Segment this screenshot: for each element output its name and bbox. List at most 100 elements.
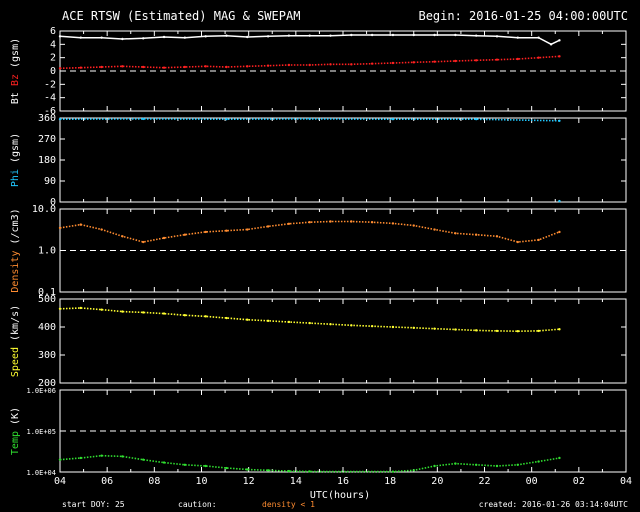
x-tick-label: 04 bbox=[54, 476, 66, 487]
y-axis-label-part: Temp bbox=[10, 431, 21, 455]
data-point-temp bbox=[412, 469, 415, 472]
data-point-phi-low bbox=[558, 199, 561, 203]
data-point-bt bbox=[79, 36, 83, 39]
data-point-bz bbox=[516, 57, 519, 61]
y-tick-label-phi: 90 bbox=[44, 176, 56, 187]
y-axis-label-part: Speed bbox=[10, 347, 21, 377]
caution-label: caution: bbox=[178, 500, 217, 509]
data-point-temp bbox=[516, 463, 519, 466]
data-point-density bbox=[266, 225, 270, 228]
data-point-bt bbox=[142, 37, 145, 40]
y-axis-label-part: Phi bbox=[10, 169, 21, 187]
x-tick-label: 08 bbox=[148, 476, 160, 487]
y-axis-label-part: Bt bbox=[10, 92, 21, 104]
data-point-density bbox=[350, 220, 353, 223]
data-point-bt bbox=[266, 35, 270, 38]
data-point-speed bbox=[58, 307, 62, 310]
x-tick-label: 10 bbox=[195, 476, 207, 487]
y-axis-label-density: Density (/cm3) bbox=[10, 208, 21, 292]
data-point-bz bbox=[183, 65, 187, 69]
data-point-speed bbox=[329, 323, 332, 326]
y-axis-label-mag: Bt Bz (gsm) bbox=[10, 38, 21, 104]
data-point-bz bbox=[79, 66, 83, 69]
data-point-speed bbox=[558, 328, 561, 331]
y-axis-label-part: (K) bbox=[10, 407, 21, 431]
data-point-phi bbox=[391, 117, 395, 121]
data-point-bt bbox=[287, 34, 291, 37]
data-marks bbox=[58, 33, 561, 473]
x-tick-label: 12 bbox=[243, 476, 255, 487]
data-point-bz bbox=[474, 59, 478, 62]
data-point-temp bbox=[308, 470, 311, 473]
y-axis-label-part: (km/s) bbox=[10, 305, 21, 347]
data-point-speed bbox=[537, 329, 540, 333]
data-point-density bbox=[183, 233, 187, 236]
data-point-density bbox=[58, 226, 62, 230]
x-axis-title: UTC(hours) bbox=[310, 490, 370, 501]
data-point-bt bbox=[100, 36, 103, 39]
data-point-density bbox=[433, 228, 436, 231]
data-point-bz bbox=[162, 66, 166, 69]
data-point-speed bbox=[100, 308, 103, 311]
y-axis-label-part: (gsm) bbox=[10, 133, 21, 169]
data-point-bz bbox=[454, 59, 457, 63]
data-point-temp bbox=[266, 469, 270, 472]
data-point-temp bbox=[246, 468, 249, 471]
data-point-bt bbox=[329, 34, 332, 37]
data-point-bz bbox=[308, 63, 311, 67]
y-axis-label-temp: Temp (K) bbox=[10, 407, 21, 455]
data-point-phi bbox=[225, 117, 228, 121]
density-note: density < 1 bbox=[262, 500, 315, 509]
data-point-temp bbox=[183, 463, 187, 466]
data-point-speed bbox=[454, 328, 457, 331]
data-point-bt bbox=[558, 39, 561, 42]
data-point-bt bbox=[183, 36, 187, 39]
data-point-bt bbox=[204, 35, 207, 38]
data-point-temp bbox=[495, 464, 499, 468]
data-point-bz bbox=[100, 65, 103, 69]
data-point-bt bbox=[412, 33, 415, 37]
y-tick-label-mag: 4 bbox=[50, 39, 56, 50]
data-point-temp bbox=[121, 455, 124, 458]
data-point-bz bbox=[246, 65, 249, 68]
data-point-density bbox=[370, 221, 374, 224]
y-tick-label-density: 10.0 bbox=[32, 204, 56, 215]
data-point-bz bbox=[142, 65, 145, 69]
data-point-bz bbox=[287, 63, 291, 67]
data-point-density bbox=[287, 222, 291, 225]
y-tick-label-mag: 2 bbox=[50, 53, 56, 64]
y-axis-label-part: Density bbox=[10, 251, 21, 293]
data-point-bz bbox=[433, 60, 436, 63]
x-tick-label: 06 bbox=[101, 476, 113, 487]
data-point-speed bbox=[121, 310, 124, 313]
y-tick-label-mag: 0 bbox=[50, 66, 56, 77]
data-point-density bbox=[558, 230, 561, 234]
data-point-density bbox=[454, 232, 457, 235]
y-tick-label-phi: 0 bbox=[50, 197, 56, 208]
data-point-temp bbox=[225, 466, 228, 470]
data-point-density bbox=[142, 240, 145, 244]
data-point-speed bbox=[287, 320, 291, 324]
data-point-bt bbox=[474, 34, 478, 37]
x-tick-label: 04 bbox=[620, 476, 632, 487]
data-point-bz bbox=[537, 56, 540, 59]
data-point-density bbox=[516, 240, 519, 244]
data-point-bt bbox=[370, 33, 374, 37]
y-tick-label-mag: -6 bbox=[44, 106, 56, 117]
x-tick-label: 18 bbox=[384, 476, 396, 487]
data-point-phi bbox=[308, 117, 311, 121]
x-tick-label: 16 bbox=[337, 476, 349, 487]
data-point-bz bbox=[370, 62, 374, 65]
data-point-bt bbox=[121, 37, 124, 41]
data-point-temp bbox=[454, 462, 457, 465]
data-point-density bbox=[246, 228, 249, 231]
series-temp bbox=[59, 454, 560, 473]
data-point-speed bbox=[266, 319, 270, 323]
data-point-speed bbox=[246, 318, 249, 321]
data-point-bz bbox=[558, 55, 561, 58]
y-tick-label-phi: 270 bbox=[38, 134, 56, 145]
y-tick-label-speed: 500 bbox=[38, 294, 56, 305]
data-point-bz bbox=[391, 61, 395, 65]
data-point-density bbox=[329, 220, 332, 223]
panel-frames bbox=[59, 30, 627, 473]
